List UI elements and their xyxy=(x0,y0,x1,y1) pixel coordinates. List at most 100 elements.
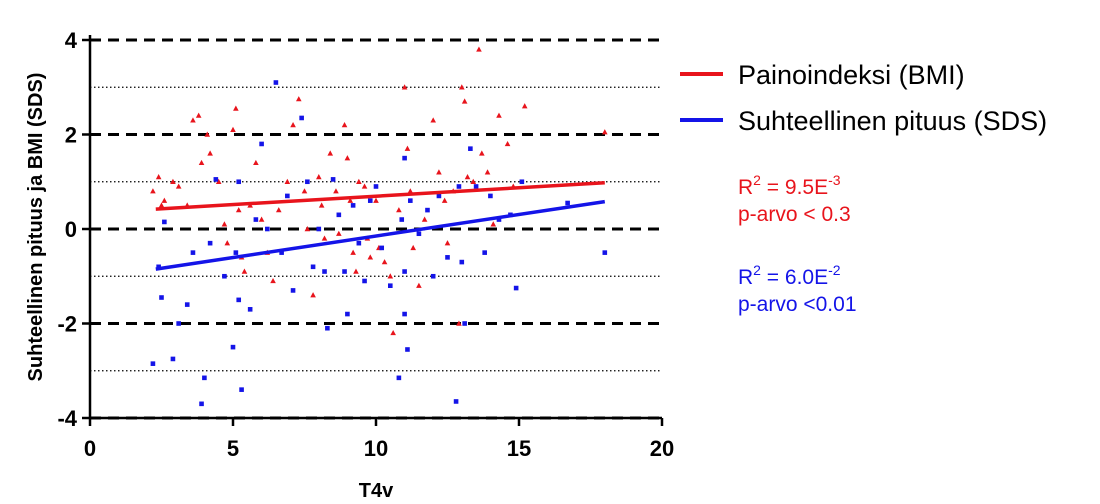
data-point-sds xyxy=(259,141,264,147)
x-tick-label: 20 xyxy=(650,436,674,461)
data-point-bmi xyxy=(215,178,222,184)
data-point-sds xyxy=(253,217,259,222)
data-points xyxy=(150,46,608,407)
data-point-sds xyxy=(310,264,316,270)
data-point-bmi xyxy=(367,254,374,260)
trend-line-bmi xyxy=(155,180,605,211)
data-point-sds xyxy=(336,212,342,218)
data-point-bmi xyxy=(496,112,502,118)
data-point-sds xyxy=(416,231,422,237)
data-point-bmi xyxy=(479,150,485,156)
data-point-sds xyxy=(367,198,373,203)
trend-line-sds xyxy=(155,199,606,271)
p-value-bmi: p-arvo < 0.3 xyxy=(738,203,851,226)
data-point-sds xyxy=(436,193,442,199)
y-tick-label: -4 xyxy=(57,406,77,431)
data-point-bmi xyxy=(284,178,291,184)
data-point-bmi xyxy=(521,103,528,109)
data-point-bmi xyxy=(170,178,176,184)
data-point-sds xyxy=(342,269,347,274)
data-point-sds xyxy=(519,179,525,185)
data-point-bmi xyxy=(441,197,448,203)
data-point-bmi xyxy=(175,183,182,189)
y-tick-label: 2 xyxy=(65,123,77,148)
data-point-bmi xyxy=(416,282,422,288)
data-point-bmi xyxy=(275,207,282,213)
data-point-sds xyxy=(290,288,296,293)
data-point-sds xyxy=(408,198,413,203)
x-tick-label: 0 xyxy=(84,436,96,461)
x-tick-label: 15 xyxy=(507,436,531,461)
data-point-sds xyxy=(362,278,367,284)
data-point-sds xyxy=(356,240,362,246)
data-point-sds xyxy=(456,184,462,189)
data-point-bmi xyxy=(336,230,342,236)
data-point-bmi xyxy=(161,197,168,203)
data-point-bmi xyxy=(221,221,228,227)
data-point-bmi xyxy=(321,235,328,241)
p-value-sds: p-arvo <0.01 xyxy=(738,293,857,316)
legend-item-sds: Suhteellinen pituus (SDS) xyxy=(680,106,1047,136)
data-point-sds xyxy=(462,321,467,326)
data-point-sds xyxy=(453,399,459,404)
data-point-sds xyxy=(273,80,279,85)
data-point-sds xyxy=(445,255,450,260)
data-point-sds xyxy=(322,269,327,274)
data-point-bmi xyxy=(233,105,239,111)
data-point-sds xyxy=(199,401,204,407)
trend-lines xyxy=(155,180,606,271)
data-point-bmi xyxy=(341,122,348,128)
data-point-bmi xyxy=(224,240,231,246)
data-point-sds xyxy=(159,295,164,300)
data-point-bmi xyxy=(207,150,213,156)
data-point-sds xyxy=(222,273,227,279)
data-point-sds xyxy=(236,297,242,303)
data-point-bmi xyxy=(301,188,308,194)
data-point-sds xyxy=(482,250,487,255)
data-point-sds xyxy=(279,250,284,255)
data-point-bmi xyxy=(436,169,442,175)
data-point-sds xyxy=(150,361,156,366)
data-point-sds xyxy=(513,285,519,291)
data-point-bmi xyxy=(304,226,311,232)
data-point-sds xyxy=(230,344,236,350)
data-point-bmi xyxy=(396,207,402,213)
data-point-bmi xyxy=(258,216,265,222)
data-point-sds xyxy=(388,283,393,288)
data-point-bmi xyxy=(310,292,316,298)
data-point-sds xyxy=(202,375,207,381)
y-tick-label: -2 xyxy=(57,312,77,337)
data-point-sds xyxy=(299,115,304,121)
data-point-sds xyxy=(285,193,290,199)
data-point-sds xyxy=(330,177,336,182)
data-point-bmi xyxy=(347,197,354,203)
data-point-bmi xyxy=(155,174,162,180)
regression-stats: R2 = 9.5E-3 p-arvo < 0.3 R2 = 6.0E-2 p-a… xyxy=(738,172,857,316)
data-point-bmi xyxy=(387,273,394,279)
data-point-bmi xyxy=(404,145,411,151)
data-point-sds xyxy=(602,250,608,255)
data-point-bmi xyxy=(158,202,165,208)
data-point-sds xyxy=(425,207,430,213)
data-point-sds xyxy=(373,184,379,189)
data-point-sds xyxy=(473,184,479,189)
legend-label-bmi: Painoindeksi (BMI) xyxy=(738,60,965,90)
data-point-bmi xyxy=(461,98,468,104)
data-point-sds xyxy=(402,155,407,161)
y-axis-title: Suhteellinen pituus ja BMI (SDS) xyxy=(25,73,47,382)
data-point-sds xyxy=(190,250,196,255)
data-point-sds xyxy=(247,307,253,312)
data-point-bmi xyxy=(407,188,414,194)
data-point-bmi xyxy=(290,122,296,128)
data-point-bmi xyxy=(344,155,351,161)
data-point-bmi xyxy=(318,202,325,208)
data-point-bmi xyxy=(350,249,356,255)
x-axis-title: T4v xyxy=(359,480,394,502)
axes xyxy=(88,35,662,420)
data-point-sds xyxy=(405,347,410,352)
data-point-bmi xyxy=(476,46,482,52)
data-point-sds xyxy=(345,311,350,317)
data-point-sds xyxy=(233,250,239,255)
data-point-bmi xyxy=(356,178,362,184)
y-tick-label: 0 xyxy=(65,217,77,242)
